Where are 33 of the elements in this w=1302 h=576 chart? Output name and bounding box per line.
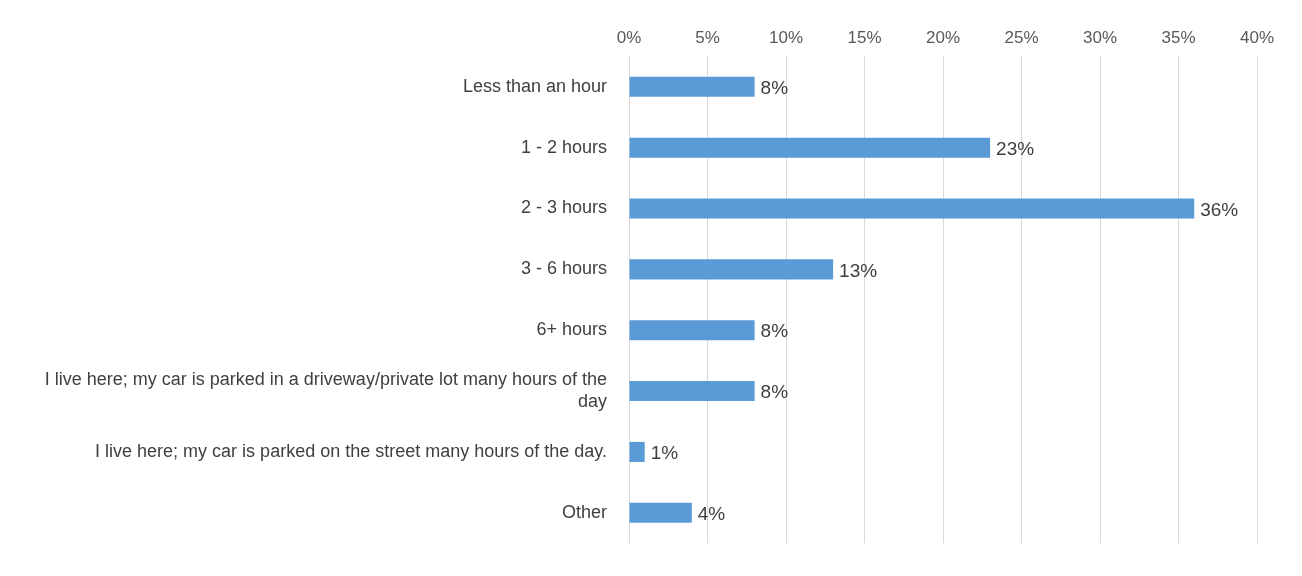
- data-label: 8%: [760, 381, 789, 403]
- x-tick-label: 10%: [768, 27, 804, 47]
- data-label: 23%: [996, 137, 1035, 159]
- x-tick-label: 5%: [695, 27, 720, 47]
- data-label: 13%: [839, 259, 878, 281]
- data-label: 8%: [760, 77, 789, 99]
- x-tick-label: 15%: [847, 27, 882, 47]
- data-label: 1%: [650, 442, 679, 464]
- x-tick-label: 25%: [1004, 27, 1039, 47]
- y-tick-label: Other: [561, 501, 607, 522]
- y-tick-label: 6+ hours: [536, 319, 607, 340]
- y-tick-label: 1 - 2 hours: [520, 136, 607, 157]
- data-label: 36%: [1200, 198, 1239, 220]
- bar: [629, 381, 755, 402]
- x-tick-label: 30%: [1082, 27, 1118, 47]
- x-tick-label: 35%: [1161, 27, 1196, 47]
- data-label: 4%: [697, 503, 726, 525]
- y-tick-label: Less than an hour: [462, 75, 607, 96]
- y-tick-label: 2 - 3 hours: [520, 197, 607, 218]
- y-tick-label: I live here; my car is parked in a driveway/private lot many hours of the day: [44, 369, 607, 411]
- bar: [629, 441, 645, 462]
- x-tick-label: 20%: [925, 27, 961, 47]
- bar: [629, 320, 755, 341]
- bar: [629, 502, 692, 523]
- data-label: 8%: [760, 320, 789, 342]
- bar: [629, 198, 1195, 219]
- y-tick-label: 3 - 6 hours: [520, 258, 607, 279]
- x-tick-label: 0%: [616, 27, 642, 47]
- y-tick-label: I live here; my car is parked on the street many hours of the day.: [95, 440, 607, 461]
- bar: [629, 259, 834, 280]
- x-tick-label: 40%: [1239, 27, 1275, 47]
- bar: [629, 76, 755, 97]
- bar: [629, 137, 991, 158]
